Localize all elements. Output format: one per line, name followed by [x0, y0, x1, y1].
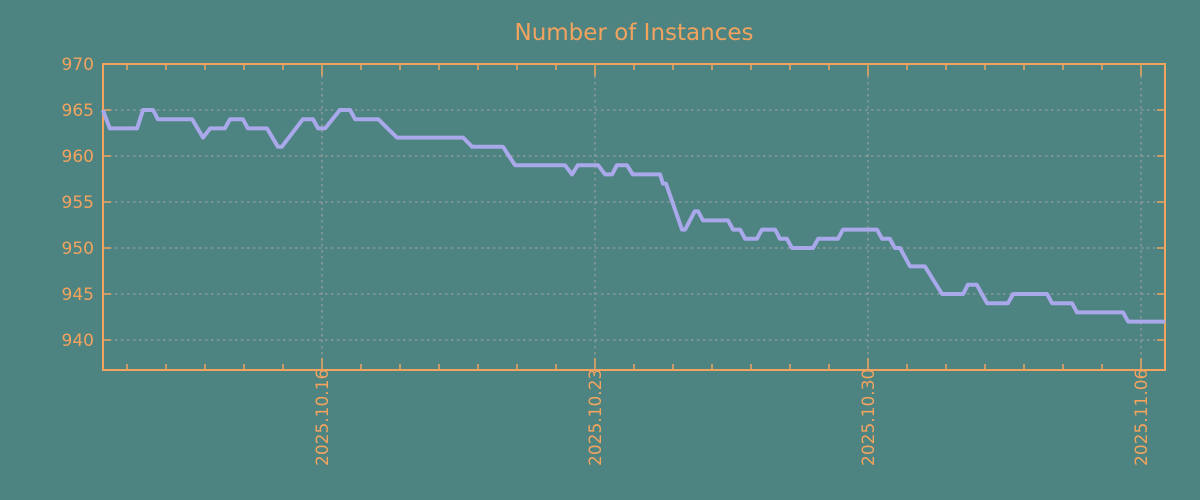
y-tick-label: 965 — [62, 101, 94, 121]
y-tick-label: 945 — [62, 285, 94, 305]
x-tick-label: 2025.10.16 — [313, 369, 333, 466]
y-tick-label: 970 — [62, 55, 94, 75]
x-tick-label: 2025.11.06 — [1132, 369, 1152, 466]
plot-border — [102, 63, 1166, 371]
chart-title: Number of Instances — [515, 20, 754, 46]
x-tick-label: 2025.10.30 — [859, 369, 879, 466]
x-tick-label: 2025.10.23 — [586, 369, 606, 466]
data-line — [100, 108, 1166, 324]
y-tick-label: 950 — [62, 239, 94, 259]
y-tick-label: 955 — [62, 193, 94, 213]
y-tick-label: 940 — [62, 331, 94, 351]
y-tick-label: 960 — [62, 147, 94, 167]
